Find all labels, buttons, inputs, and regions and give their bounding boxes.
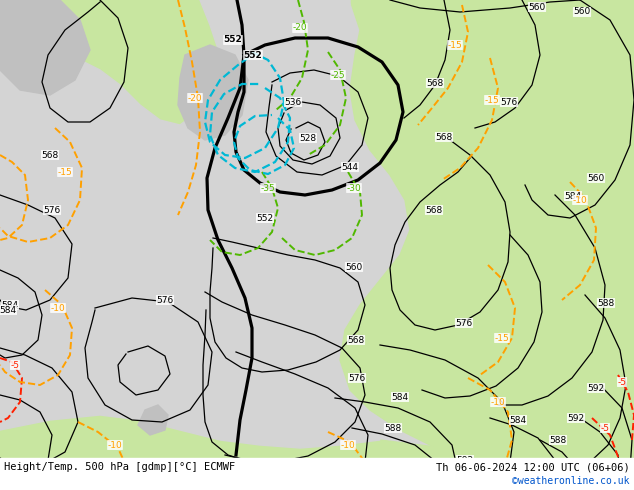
Text: 592: 592 xyxy=(456,456,474,465)
Text: -5: -5 xyxy=(618,377,626,387)
Text: 576: 576 xyxy=(348,373,366,383)
Polygon shape xyxy=(0,415,634,490)
Text: 560: 560 xyxy=(587,173,605,182)
Text: 588: 588 xyxy=(550,436,567,444)
Text: 576: 576 xyxy=(43,205,61,215)
Text: 584: 584 xyxy=(564,192,581,200)
Text: 560: 560 xyxy=(573,7,591,17)
Polygon shape xyxy=(340,0,634,460)
Text: 568: 568 xyxy=(425,205,443,215)
Text: -10: -10 xyxy=(573,196,587,204)
Text: 584: 584 xyxy=(391,392,408,401)
Text: Th 06-06-2024 12:00 UTC (06+06): Th 06-06-2024 12:00 UTC (06+06) xyxy=(436,462,630,472)
Text: 576: 576 xyxy=(157,295,174,304)
Text: 584: 584 xyxy=(1,300,18,310)
Text: 568: 568 xyxy=(427,78,444,88)
Text: 592: 592 xyxy=(588,384,605,392)
Polygon shape xyxy=(0,0,400,448)
Text: 576: 576 xyxy=(455,318,472,327)
Text: 588: 588 xyxy=(339,473,356,483)
Text: 536: 536 xyxy=(285,98,302,106)
Text: 584: 584 xyxy=(510,416,527,424)
Text: -25: -25 xyxy=(331,71,346,79)
Polygon shape xyxy=(0,0,90,95)
Text: -5: -5 xyxy=(11,361,20,369)
Text: Height/Temp. 500 hPa [gdmp][°C] ECMWF: Height/Temp. 500 hPa [gdmp][°C] ECMWF xyxy=(4,462,235,472)
Text: 552: 552 xyxy=(256,214,273,222)
Text: 584: 584 xyxy=(0,305,16,315)
Text: 528: 528 xyxy=(299,133,316,143)
Text: 592: 592 xyxy=(567,414,585,422)
Text: -10: -10 xyxy=(108,441,122,449)
Text: ©weatheronline.co.uk: ©weatheronline.co.uk xyxy=(512,476,630,486)
Polygon shape xyxy=(138,405,168,435)
Text: 560: 560 xyxy=(346,263,363,271)
Text: -10: -10 xyxy=(491,397,505,407)
Text: 560: 560 xyxy=(528,2,546,11)
Text: 576: 576 xyxy=(500,98,517,106)
Text: -35: -35 xyxy=(261,183,275,193)
Text: 588: 588 xyxy=(384,423,401,433)
Text: 552: 552 xyxy=(224,35,242,45)
Text: -20: -20 xyxy=(293,24,307,32)
Text: 588: 588 xyxy=(597,298,614,308)
Text: 568: 568 xyxy=(436,132,453,142)
Polygon shape xyxy=(0,0,220,125)
Text: -15: -15 xyxy=(448,41,462,49)
Text: 568: 568 xyxy=(347,336,365,344)
Text: -15: -15 xyxy=(495,334,509,343)
Bar xyxy=(0,458,634,490)
Polygon shape xyxy=(178,45,248,140)
Text: -30: -30 xyxy=(347,183,361,193)
Text: -5: -5 xyxy=(498,462,507,470)
Text: -20: -20 xyxy=(188,94,202,102)
Text: -5: -5 xyxy=(600,423,609,433)
Text: 544: 544 xyxy=(342,163,358,172)
Text: -10: -10 xyxy=(51,303,65,313)
Text: 568: 568 xyxy=(41,150,58,160)
Text: 552: 552 xyxy=(243,50,262,59)
Text: -15: -15 xyxy=(484,96,500,104)
Text: -15: -15 xyxy=(58,168,72,176)
Text: -10: -10 xyxy=(340,441,356,449)
